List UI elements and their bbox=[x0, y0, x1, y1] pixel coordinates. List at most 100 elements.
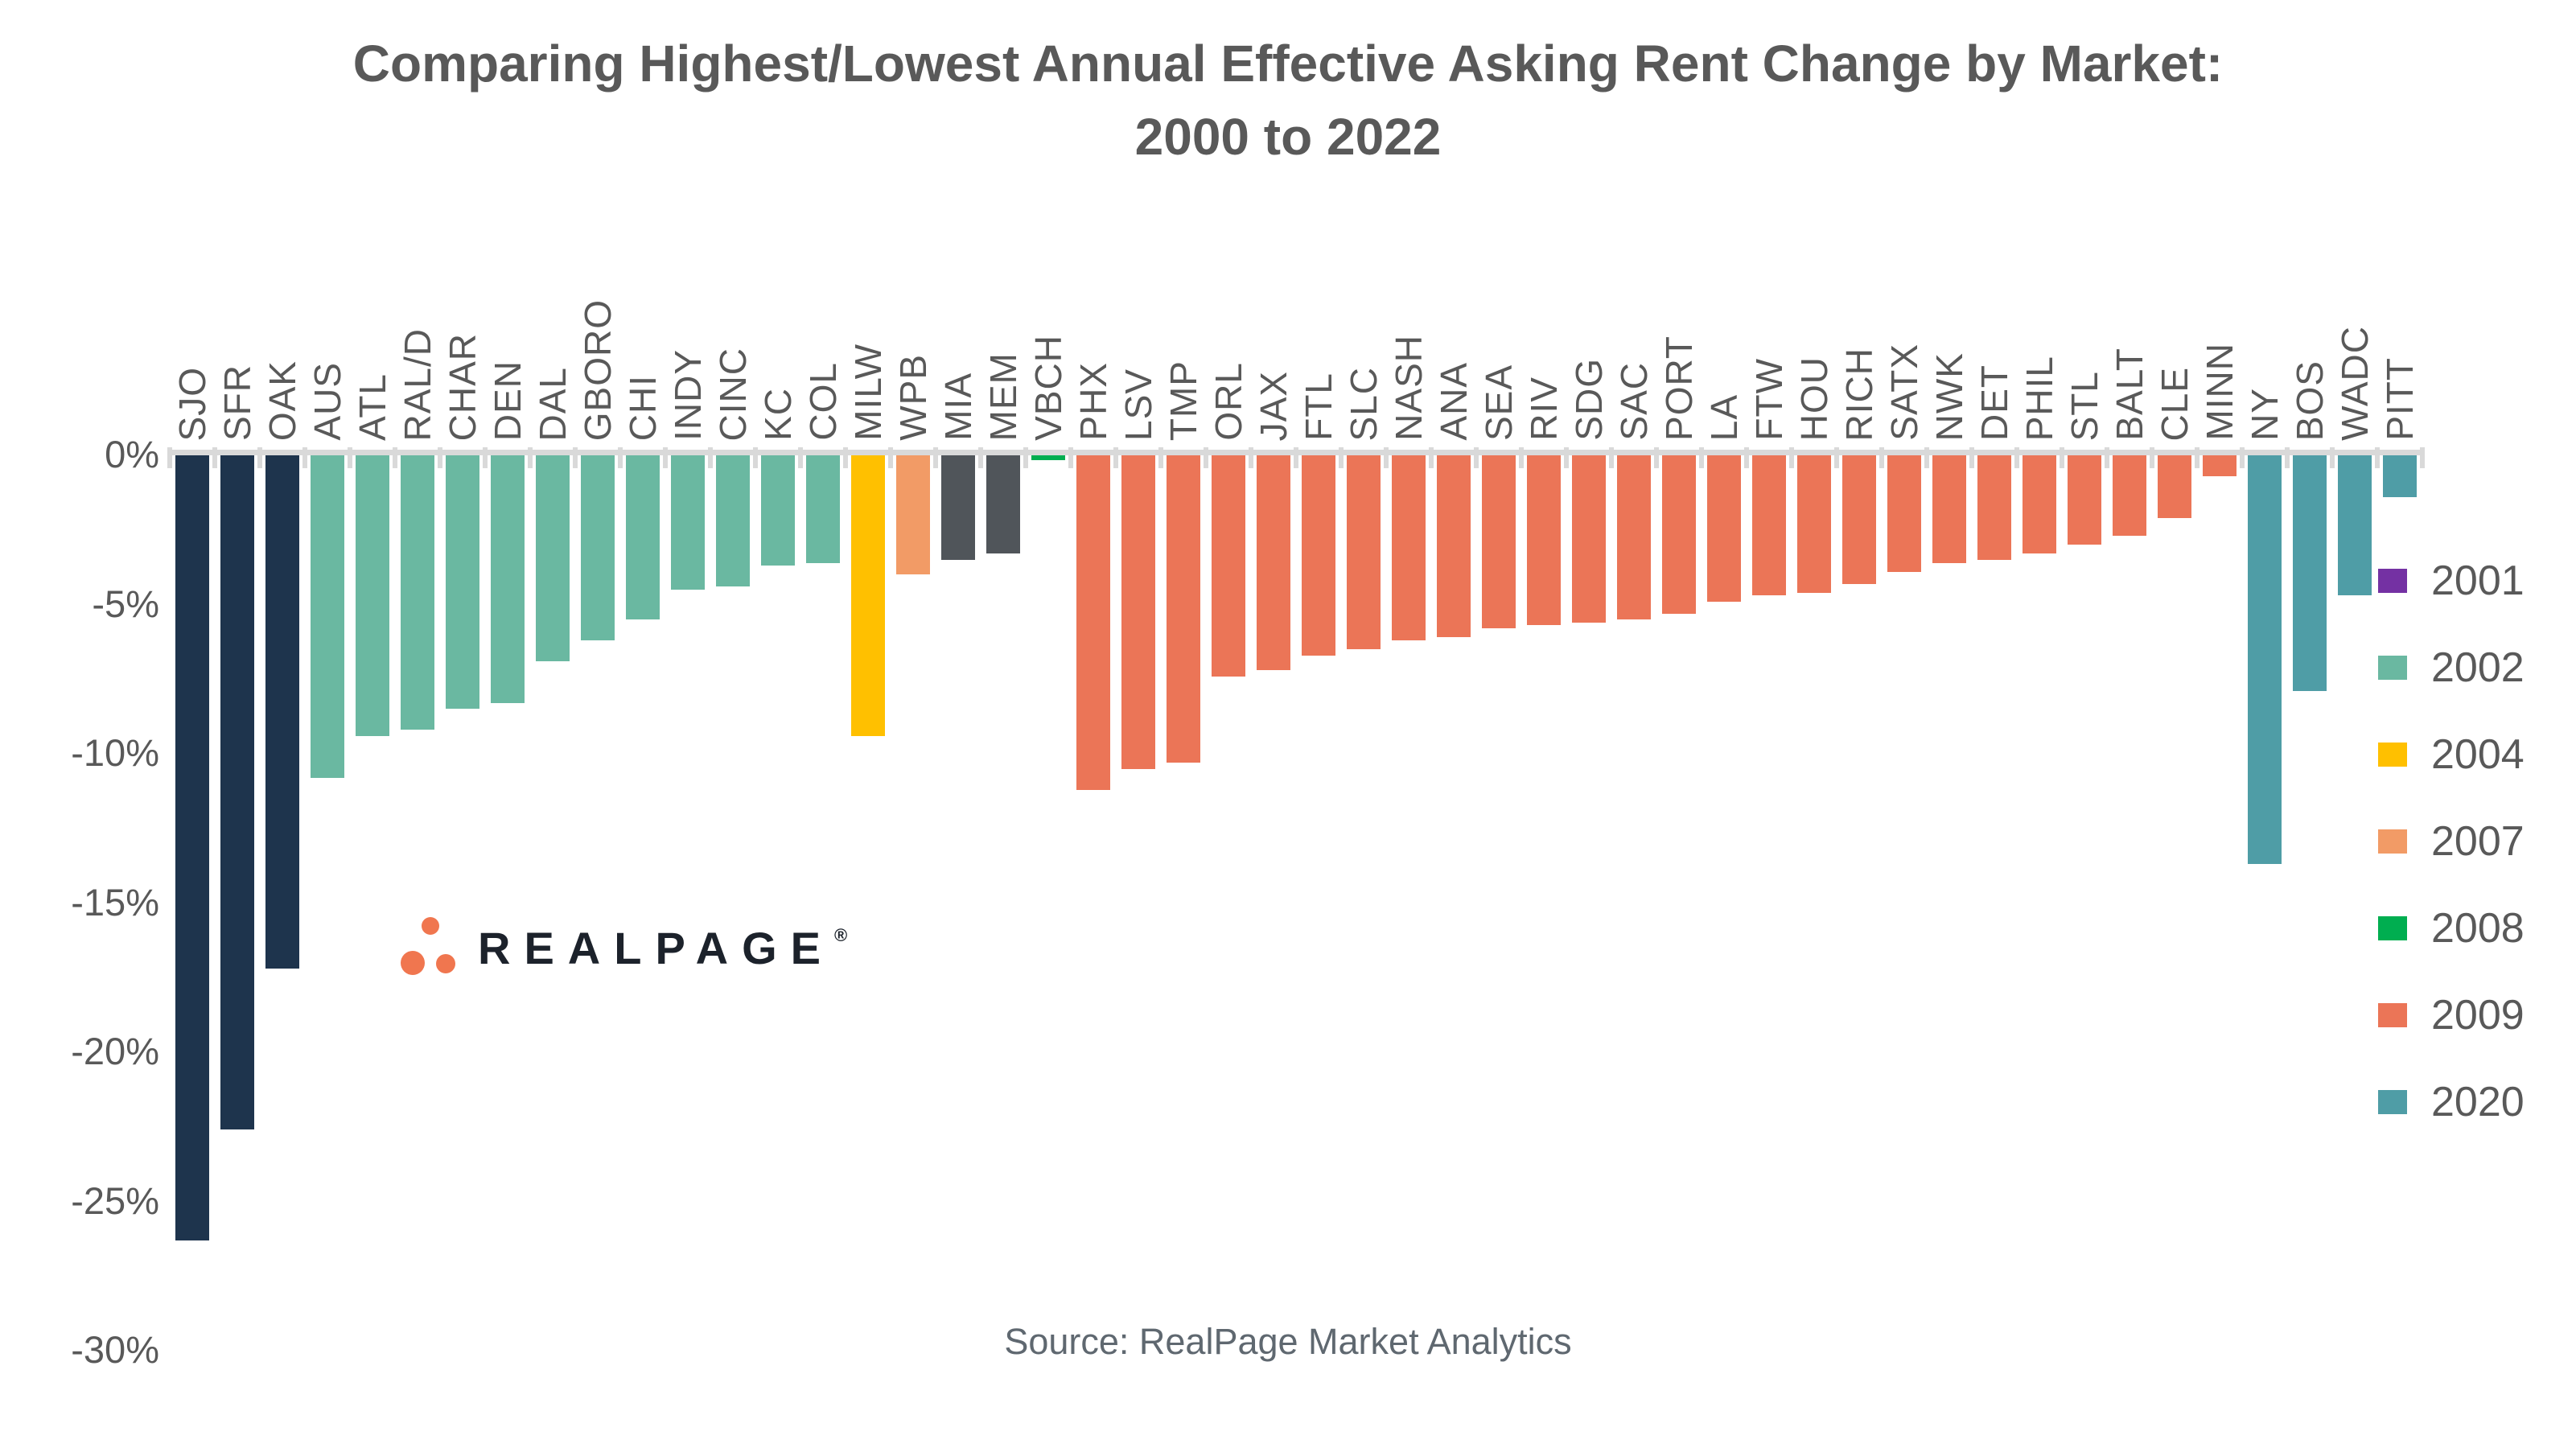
x-axis-label: SAC bbox=[1613, 362, 1655, 441]
x-axis-label: GBORO bbox=[577, 298, 619, 441]
legend-year: 2008 bbox=[2431, 905, 2525, 952]
bar-cell: SFR bbox=[216, 364, 258, 1130]
x-axis-label: CHI bbox=[622, 374, 664, 441]
axis-tick bbox=[1519, 447, 1524, 468]
axis-tick bbox=[2195, 447, 2199, 468]
bar-cell: SLC bbox=[1343, 367, 1385, 650]
axis-tick bbox=[753, 447, 758, 468]
bar-cell: MEM bbox=[982, 352, 1024, 554]
x-axis-label: TMP bbox=[1162, 360, 1204, 441]
bar bbox=[2068, 455, 2101, 545]
bar-cell: SEA bbox=[1478, 364, 1520, 629]
axis-tick bbox=[1158, 447, 1163, 468]
bar bbox=[1212, 455, 1245, 677]
bar bbox=[401, 455, 434, 730]
axis-tick bbox=[1249, 447, 1253, 468]
bar bbox=[1797, 455, 1831, 593]
legend-swatch bbox=[2378, 1090, 2407, 1114]
axis-tick bbox=[618, 447, 623, 468]
bar bbox=[446, 455, 479, 710]
axis-tick bbox=[1609, 447, 1614, 468]
bar-cell: ATL bbox=[352, 373, 393, 736]
bar bbox=[1662, 455, 1696, 614]
axis-tick bbox=[212, 447, 217, 468]
legend-year: 2001 bbox=[2431, 557, 2525, 604]
bar-cell: WADC bbox=[2334, 326, 2376, 596]
bar bbox=[175, 455, 209, 1240]
x-axis-label: CHAR bbox=[442, 332, 484, 441]
x-axis-label: STL bbox=[2064, 370, 2105, 441]
legend-year: 2004 bbox=[2431, 731, 2525, 778]
axis-tick bbox=[2150, 447, 2154, 468]
bar bbox=[1167, 455, 1200, 763]
x-axis-label: SJO bbox=[171, 366, 213, 441]
bar-cell: DET bbox=[1973, 364, 2015, 560]
bar-cell: SDG bbox=[1568, 358, 1610, 623]
x-axis-label: MEM bbox=[982, 352, 1024, 441]
y-axis-label: -5% bbox=[92, 582, 159, 625]
bar bbox=[1392, 455, 1426, 641]
bar-cell: CHAR bbox=[442, 333, 484, 710]
bar-cell: NY bbox=[2244, 388, 2286, 865]
bar bbox=[491, 455, 525, 703]
x-axis-label: WADC bbox=[2334, 326, 2376, 441]
y-axis-label: -10% bbox=[71, 731, 159, 774]
axis-tick bbox=[1654, 447, 1659, 468]
axis-tick bbox=[1744, 447, 1749, 468]
axis-tick bbox=[302, 447, 307, 468]
bar-cell: LSV bbox=[1117, 368, 1159, 769]
bar bbox=[220, 455, 254, 1130]
x-axis-label: FTL bbox=[1298, 372, 1339, 441]
legend-item: 2007 bbox=[2378, 817, 2525, 866]
bar bbox=[1482, 455, 1516, 629]
bar-cell: BALT bbox=[2109, 348, 2150, 537]
bar bbox=[806, 455, 840, 563]
bar bbox=[716, 455, 750, 587]
x-axis-label: JAX bbox=[1253, 370, 1294, 441]
bar-cell: CINC bbox=[712, 348, 754, 587]
axis-tick bbox=[1204, 447, 1208, 468]
x-axis-label: ATL bbox=[352, 373, 393, 441]
axis-tick bbox=[2375, 447, 2380, 468]
x-axis-label: FTW bbox=[1748, 358, 1790, 441]
axis-tick bbox=[1429, 447, 1434, 468]
axis-tick bbox=[528, 447, 533, 468]
legend-year: 2020 bbox=[2431, 1079, 2525, 1125]
x-axis-label: AUS bbox=[307, 362, 348, 441]
bar-cell: RIV bbox=[1523, 376, 1565, 626]
axis-tick bbox=[1699, 447, 1704, 468]
bar-cell: MIA bbox=[937, 372, 979, 560]
axis-tick bbox=[2420, 447, 2425, 468]
bar bbox=[1977, 455, 2011, 560]
bar bbox=[1617, 455, 1651, 620]
axis-tick bbox=[933, 447, 938, 468]
axis-tick bbox=[663, 447, 668, 468]
x-axis-label: PHIL bbox=[2018, 355, 2060, 441]
bar bbox=[671, 455, 705, 590]
bar-cell: LA bbox=[1703, 394, 1745, 602]
bar bbox=[1887, 455, 1921, 572]
bar bbox=[626, 455, 660, 620]
bar bbox=[1752, 455, 1786, 596]
bar-cell: SJO bbox=[171, 367, 213, 1240]
source-note: Source: RealPage Market Analytics bbox=[1004, 1321, 1572, 1362]
bar bbox=[941, 455, 975, 560]
legend-swatch bbox=[2378, 656, 2407, 680]
bar-cell: VBCH bbox=[1027, 335, 1069, 460]
bar bbox=[1031, 455, 1065, 460]
page-title: Comparing Highest/Lowest Annual Effectiv… bbox=[0, 27, 2576, 174]
axis-tick bbox=[2240, 447, 2245, 468]
x-axis-label: DAL bbox=[532, 366, 574, 441]
x-axis-label: BOS bbox=[2289, 360, 2331, 441]
axis-tick bbox=[1068, 447, 1073, 468]
axis-tick bbox=[708, 447, 713, 468]
bar bbox=[1121, 455, 1155, 769]
bar-cell: SATX bbox=[1883, 344, 1925, 572]
axis-tick bbox=[2105, 447, 2109, 468]
page-title-text: Comparing Highest/Lowest Annual Effectiv… bbox=[352, 35, 2224, 166]
bar bbox=[1527, 455, 1561, 626]
axis-tick bbox=[2060, 447, 2064, 468]
bar-cell: JAX bbox=[1253, 371, 1294, 671]
axis-tick bbox=[888, 447, 893, 468]
realpage-logo: REALPAGE® bbox=[401, 917, 847, 978]
